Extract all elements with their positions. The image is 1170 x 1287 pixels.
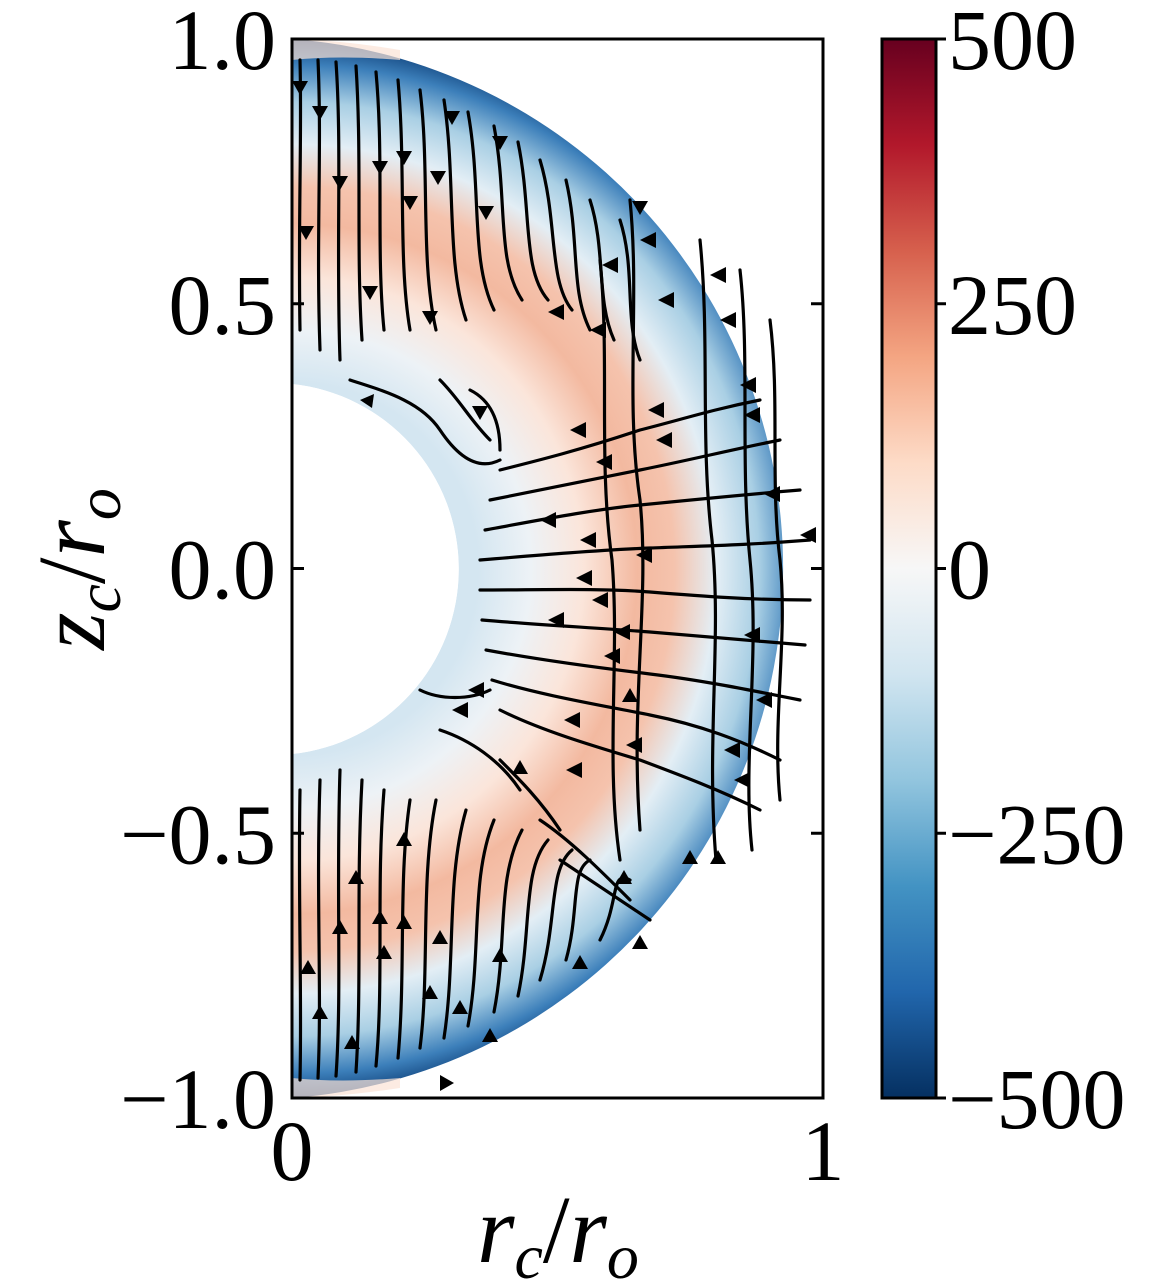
y-tick-label: −0.5	[120, 786, 276, 882]
x-axis-label: rc/ro	[477, 1176, 639, 1287]
colorbar	[880, 37, 938, 1100]
colorbar-ticks: 500 250 0 −250 −500	[936, 0, 1126, 1147]
colorbar-tick-label: 250	[948, 257, 1077, 353]
field-half-annulus	[292, 39, 784, 1098]
colorbar-tick-label: −250	[948, 786, 1126, 882]
y-tick-label: −1.0	[120, 1051, 276, 1147]
colorbar-tick-label: 500	[948, 0, 1077, 88]
colorbar-tick-label: 0	[948, 522, 991, 618]
y-axis-ticks: 1.0 0.5 0.0 −0.5 −1.0	[120, 0, 823, 1147]
y-tick-label: 0.0	[169, 522, 277, 618]
y-axis-label: zc/ro	[18, 488, 134, 652]
y-tick-label: 0.5	[169, 257, 277, 353]
x-tick-label: 0	[271, 1103, 314, 1199]
colorbar-tick-label: −500	[948, 1051, 1126, 1147]
inner-core	[292, 384, 459, 754]
streamline-arrows	[292, 81, 816, 1091]
pole-tint	[292, 39, 400, 1098]
y-tick-label: 1.0	[169, 0, 277, 88]
x-tick-label: 1	[802, 1103, 845, 1199]
